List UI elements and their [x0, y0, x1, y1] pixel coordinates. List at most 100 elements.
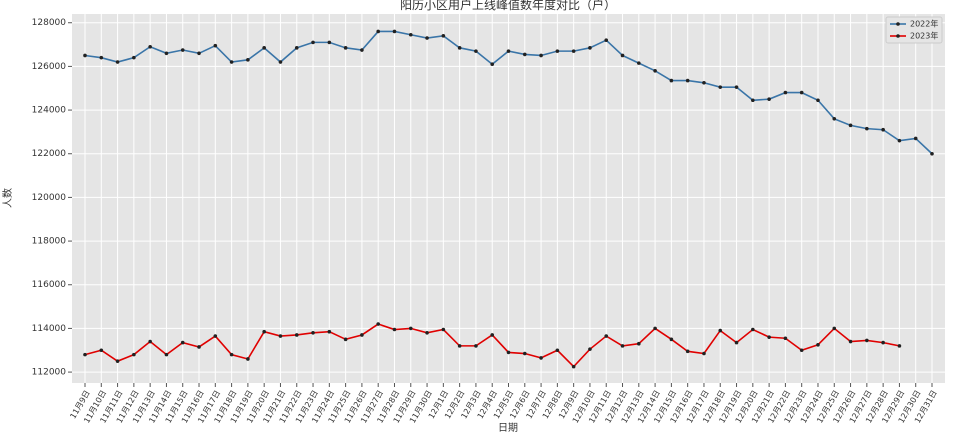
y-tick-label: 116000: [32, 280, 67, 290]
point: [555, 49, 560, 53]
point: [637, 341, 641, 346]
point: [506, 49, 511, 53]
point: [180, 48, 185, 52]
point: [848, 123, 853, 128]
point: [441, 327, 446, 332]
point: [197, 345, 201, 349]
point: [278, 60, 283, 64]
point: [506, 350, 511, 355]
point: [148, 339, 152, 344]
point: [522, 52, 527, 57]
point: [327, 329, 332, 334]
point: [539, 53, 543, 58]
point: [783, 90, 788, 95]
point: [555, 348, 560, 353]
point: [425, 36, 429, 40]
point: [229, 60, 234, 64]
point: [865, 126, 869, 131]
point: [408, 326, 413, 331]
point: [751, 98, 755, 103]
point: [751, 327, 755, 332]
point: [99, 55, 104, 60]
y-tick-label: 112000: [32, 368, 67, 378]
point: [343, 337, 348, 342]
point: [148, 44, 152, 49]
point: [702, 80, 706, 85]
point: [213, 43, 218, 48]
chart-title: 阳历小区用户上线峰值数年度对比（户）: [400, 0, 616, 12]
marks: [83, 29, 934, 369]
point: [294, 333, 299, 337]
point: [408, 32, 413, 37]
point: [783, 336, 788, 341]
point: [490, 62, 495, 67]
point: [311, 40, 315, 45]
x-axis-label: 日期: [498, 422, 518, 434]
legend-label: 2023年: [910, 31, 938, 41]
point: [816, 342, 820, 347]
point: [637, 61, 641, 65]
point: [262, 46, 266, 50]
point: [457, 46, 462, 50]
point: [588, 46, 592, 50]
point: [897, 138, 902, 143]
point: [718, 328, 723, 333]
point: [669, 78, 674, 83]
point: [246, 58, 250, 62]
point: [881, 340, 885, 345]
point: [702, 351, 706, 356]
point: [115, 359, 120, 363]
y-tick-label: 126000: [32, 62, 67, 72]
point: [718, 85, 723, 89]
point: [213, 334, 218, 338]
point: [604, 334, 609, 338]
y-tick-label: 128000: [32, 18, 67, 28]
point: [360, 333, 364, 337]
legend: 2022年 2023年: [885, 16, 943, 44]
point: [83, 53, 87, 58]
point: [278, 334, 283, 338]
point: [229, 352, 234, 357]
point: [164, 352, 169, 357]
point: [376, 322, 380, 326]
point: [734, 340, 739, 345]
point: [653, 326, 657, 331]
point: [620, 344, 625, 348]
y-tick-label: 118000: [32, 237, 67, 247]
y-axis-label: 人数: [1, 188, 14, 208]
point: [653, 68, 657, 73]
point: [132, 352, 136, 357]
point: [832, 326, 837, 331]
point: [930, 151, 934, 156]
point: [474, 344, 478, 348]
point: [685, 349, 690, 354]
point: [115, 60, 120, 64]
point: [360, 48, 364, 52]
point: [588, 347, 592, 351]
point: [767, 97, 771, 101]
point: [294, 46, 299, 50]
point: [897, 344, 902, 348]
point: [571, 49, 576, 53]
point: [799, 348, 804, 353]
point: [865, 338, 869, 343]
point: [83, 352, 87, 357]
point: [799, 90, 804, 95]
point: [522, 351, 527, 356]
point: [262, 329, 266, 334]
point: [734, 85, 739, 89]
point: [180, 340, 185, 345]
point: [474, 49, 478, 53]
point: [669, 337, 674, 342]
point: [767, 335, 771, 339]
point: [604, 38, 609, 43]
legend-marker: [896, 22, 900, 26]
point: [913, 136, 918, 141]
legend-marker: [896, 34, 900, 38]
point: [832, 117, 837, 121]
point: [311, 330, 315, 335]
point: [685, 78, 690, 83]
point: [620, 53, 625, 58]
point: [376, 29, 380, 34]
